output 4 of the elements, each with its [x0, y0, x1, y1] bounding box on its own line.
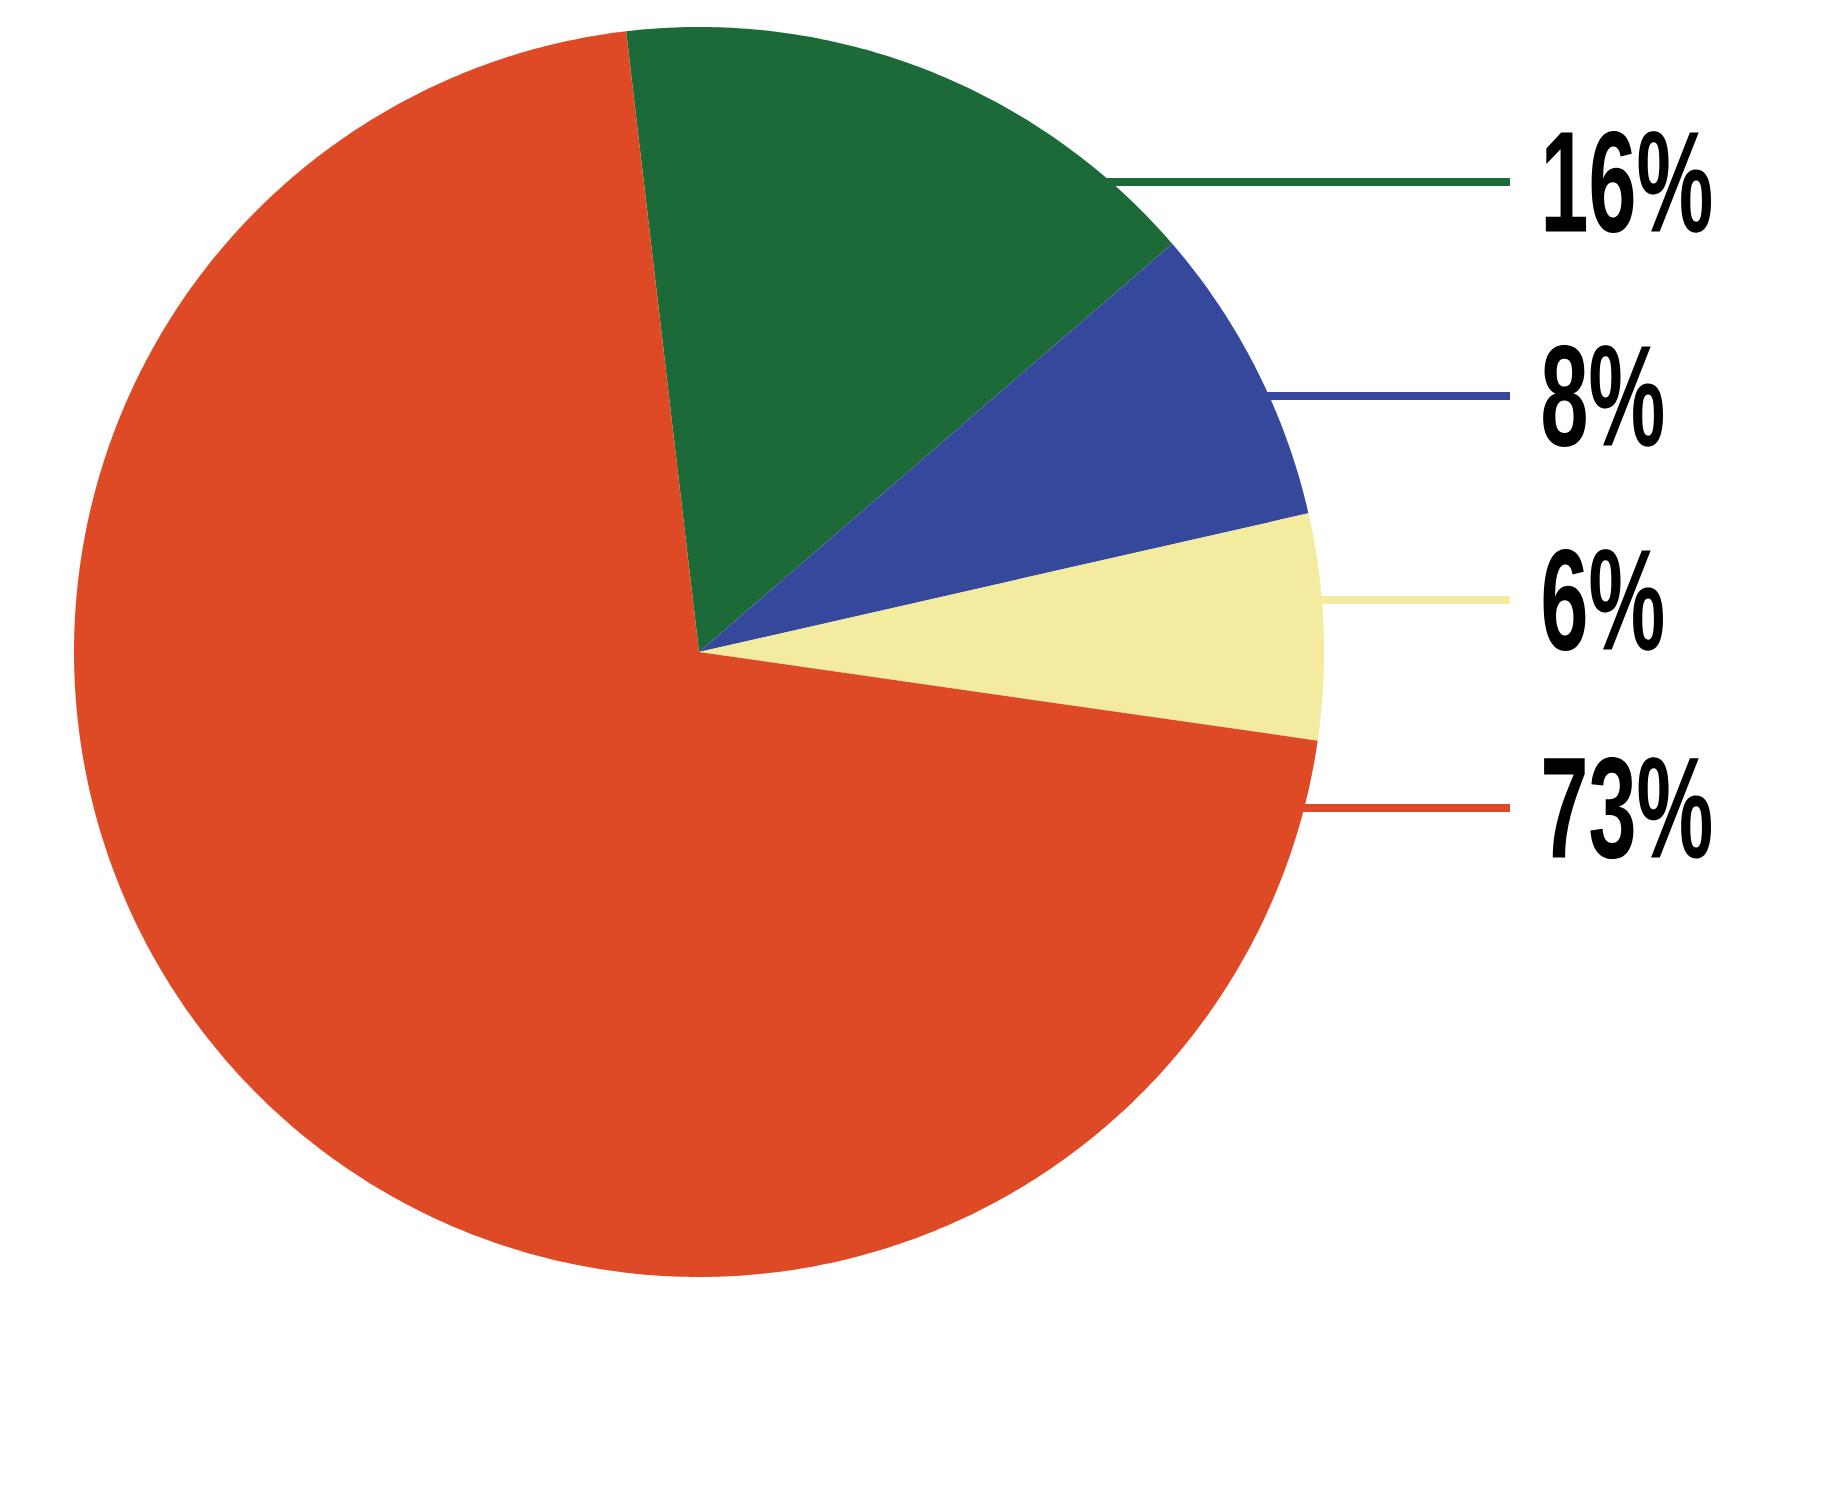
data-label: 8% [1543, 345, 1663, 447]
data-label: 6% [1543, 549, 1663, 651]
data-label: 73% [1544, 756, 1712, 860]
data-label: 16% [1545, 131, 1712, 233]
